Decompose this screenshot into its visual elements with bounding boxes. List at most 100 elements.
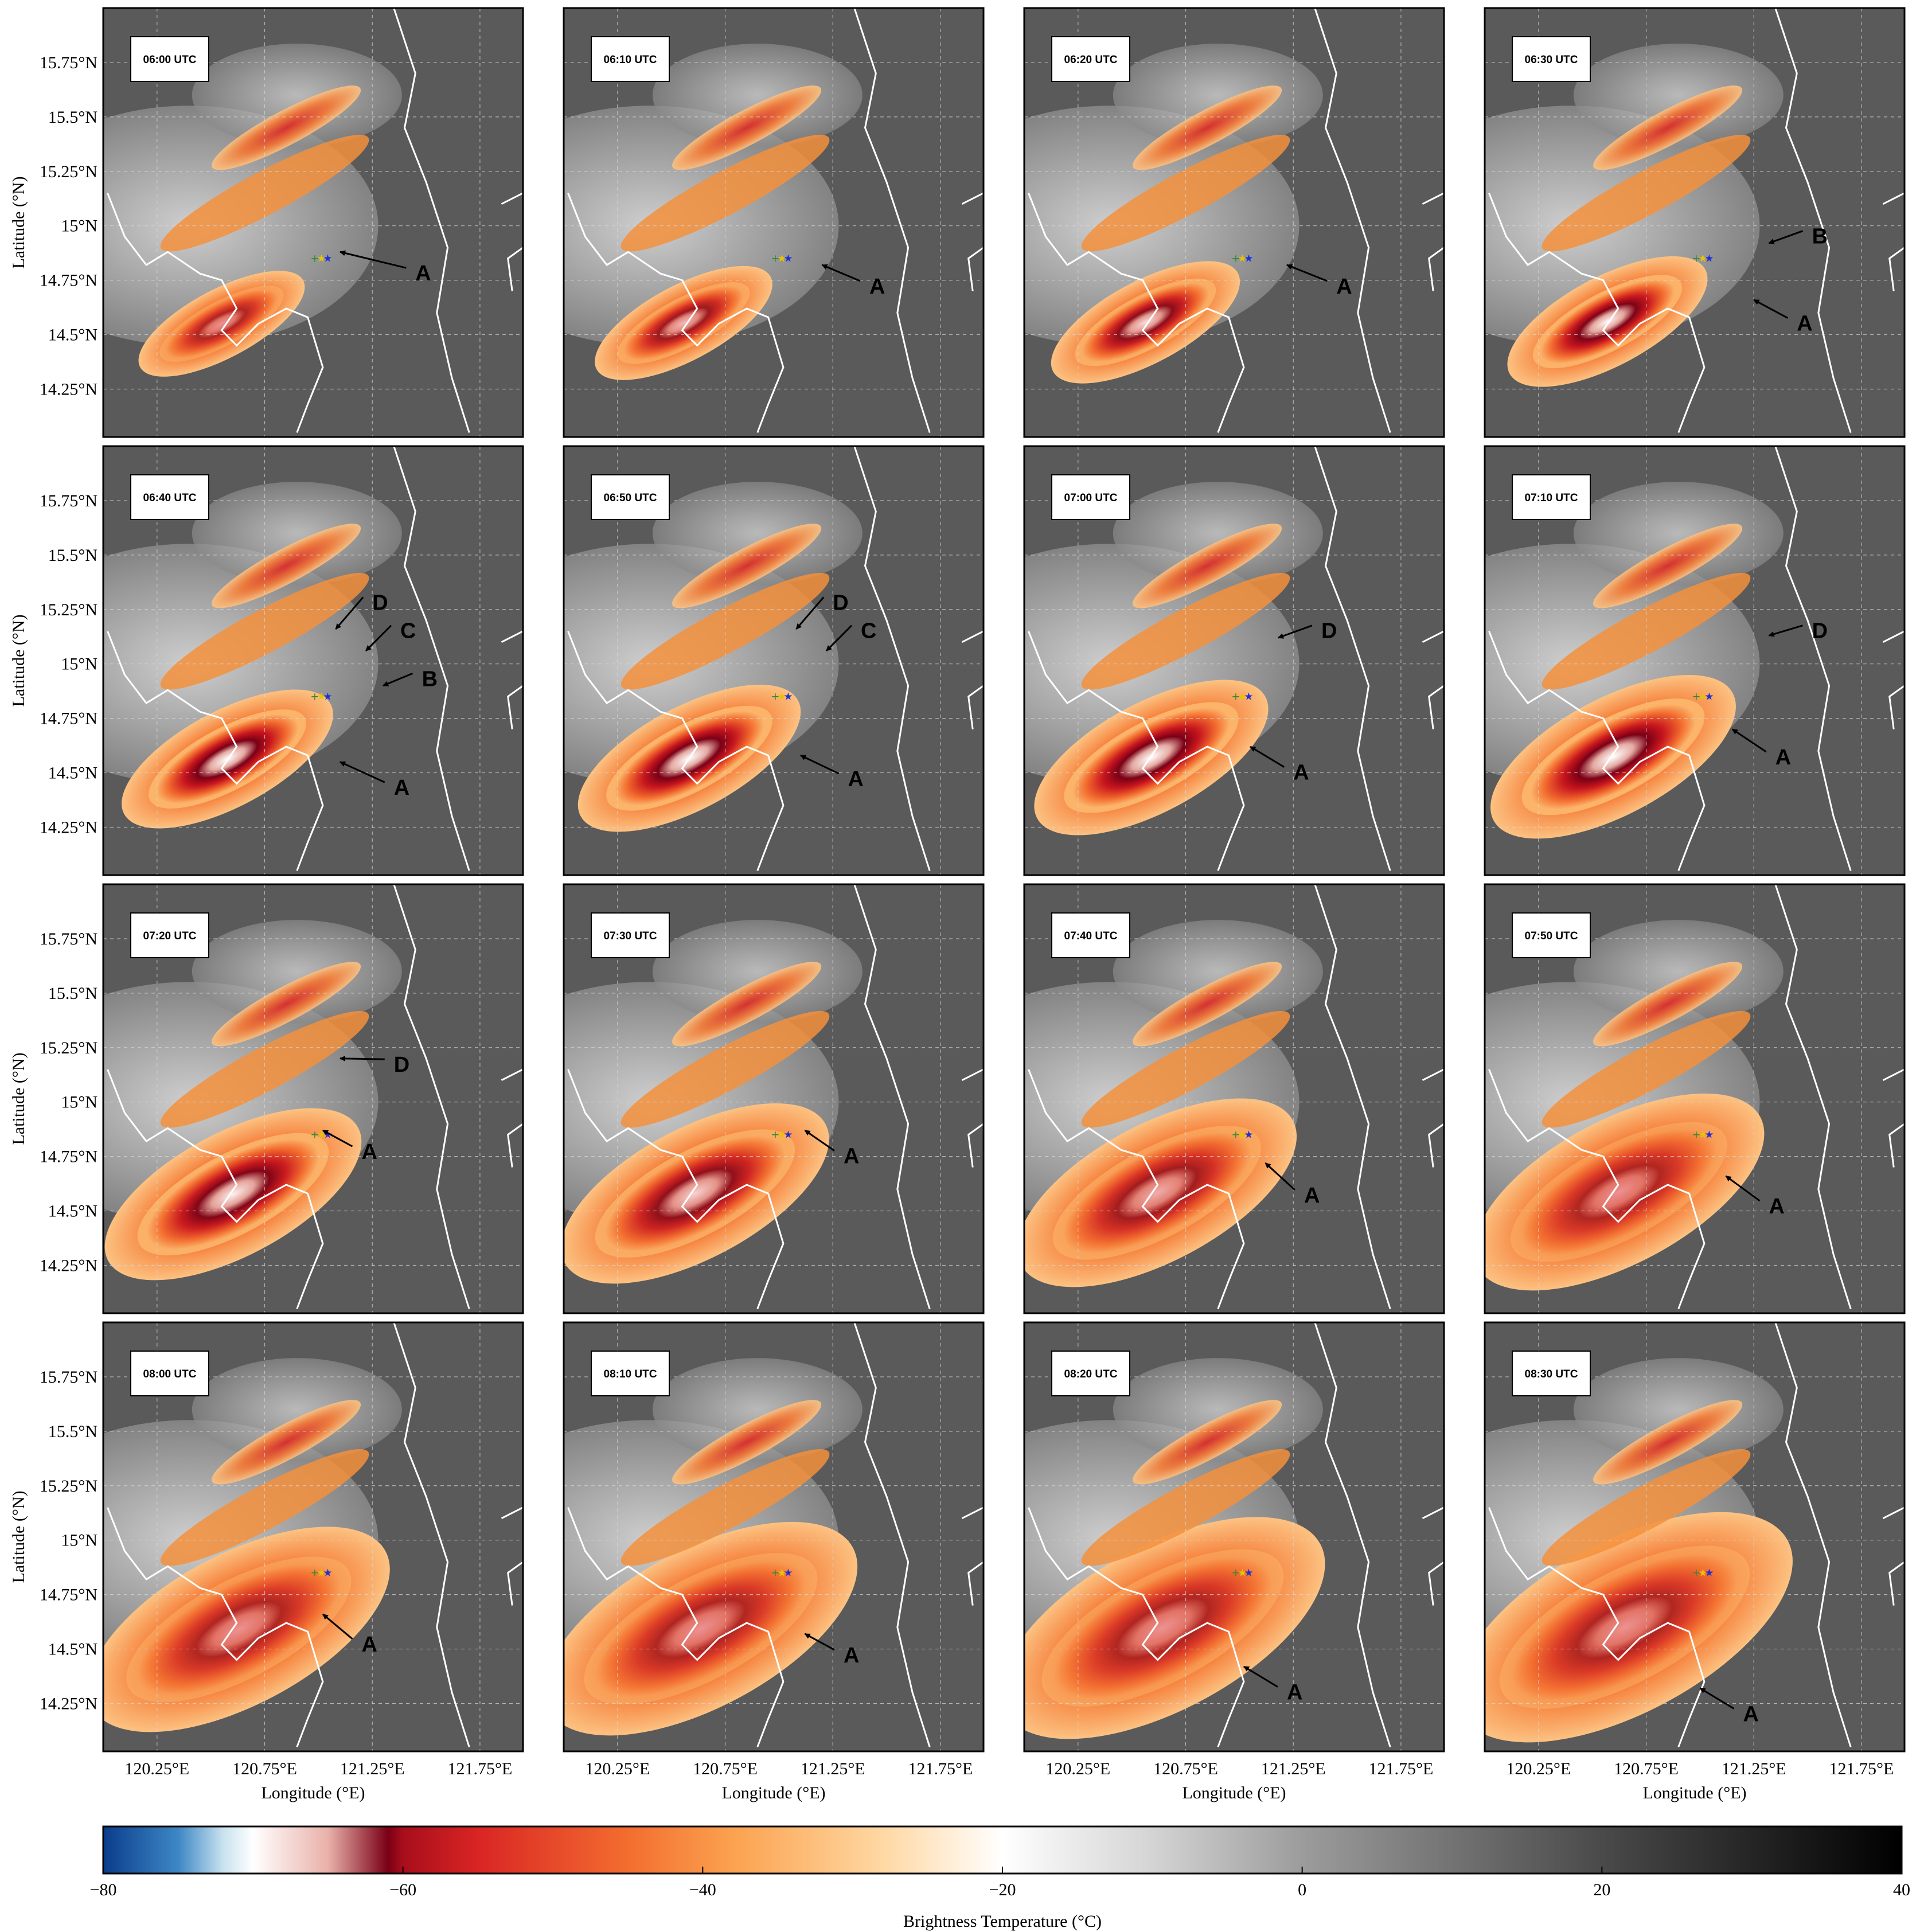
annotation-arrow [339, 250, 407, 269]
convective-band [212, 524, 361, 608]
station-marker: ★ [1244, 253, 1253, 265]
annotation-arrow [1753, 299, 1789, 319]
annotation-label: A [394, 776, 409, 800]
time-label-box [1051, 912, 1130, 958]
time-label-box [130, 36, 209, 82]
coastline [853, 8, 931, 433]
convective-band [672, 85, 822, 170]
station-marker: ★ [1698, 691, 1707, 703]
station-marker: ★ [1238, 691, 1247, 703]
lat-tick-label: 15.25°N [40, 600, 97, 619]
annotation-label: D [394, 1053, 409, 1077]
annotation-arrow [365, 625, 392, 651]
annotation-arrow [800, 754, 840, 775]
time-label: 06:40 UTC [143, 492, 197, 504]
lat-tick-label: 15.5°N [48, 984, 97, 1003]
convective-band [160, 1449, 369, 1566]
lon-tick-label: 121.75°E [1369, 1759, 1434, 1778]
convective-band [1593, 1400, 1743, 1485]
lat-tick-label: 14.5°N [48, 1202, 97, 1221]
annotation-label: A [1336, 275, 1352, 299]
convective-band [160, 135, 369, 252]
coastline [1028, 1507, 1245, 1747]
panel-frame [102, 883, 524, 1314]
station-marker: + [1692, 691, 1700, 703]
station-marker: + [310, 253, 319, 265]
time-label-box [591, 36, 670, 82]
convective-band [1542, 135, 1751, 252]
time-label-box [130, 474, 209, 520]
lat-tick-label: 15°N [61, 217, 97, 236]
station-marker: ★ [1244, 1129, 1253, 1141]
x-axis-title: Longitude (°E) [721, 1783, 825, 1802]
coastline [1422, 630, 1444, 729]
map-field: +★★ [1024, 884, 1444, 1313]
coastline [1882, 630, 1905, 729]
lon-tick-label: 120.25°E [585, 1759, 650, 1778]
time-label-box [1051, 36, 1130, 82]
x-axis-title: Longitude (°E) [261, 1783, 365, 1802]
convective-band [1542, 573, 1751, 690]
map-field: +★★ [1024, 1322, 1444, 1751]
annotation-arrow [804, 1633, 835, 1651]
station-marker: ★ [1238, 1567, 1247, 1579]
time-label: 07:10 UTC [1525, 492, 1578, 504]
y-axis-title: Latitude (°N) [9, 614, 28, 707]
colorbar-tick-label: 20 [1593, 1880, 1610, 1899]
lon-tick-label: 120.75°E [1153, 1759, 1218, 1778]
station-marker: + [1231, 1567, 1240, 1579]
coastline [961, 192, 984, 291]
map-field: +★★ [1024, 446, 1444, 875]
annotation-label: B [422, 667, 438, 691]
station-marker: ★ [777, 691, 786, 703]
coastline [107, 193, 324, 433]
colorbar-tick-label: −20 [989, 1880, 1016, 1899]
lon-tick-label: 120.25°E [1506, 1759, 1571, 1778]
map-field: +★★ [1485, 446, 1905, 875]
panel-frame [1023, 883, 1445, 1314]
map-panel: +★★07:20 UTCDA14.25°N14.5°N14.75°N15°N15… [9, 883, 524, 1314]
convective-band [1081, 135, 1290, 252]
y-axis-title: Latitude (°N) [9, 176, 28, 268]
annotation-arrow [1243, 1665, 1278, 1688]
station-marker: + [310, 1567, 319, 1579]
time-label: 06:00 UTC [143, 54, 197, 66]
panel-frame [102, 7, 524, 438]
annotation-label: A [1287, 1680, 1302, 1704]
station-marker: ★ [317, 253, 326, 265]
station-marker: + [1692, 1567, 1700, 1579]
coastline [1488, 1069, 1706, 1309]
time-label: 08:00 UTC [143, 1368, 197, 1380]
storm-core [1075, 278, 1216, 366]
colorbar-tick-label: 40 [1893, 1880, 1910, 1899]
y-axis-title: Latitude (°N) [9, 1052, 28, 1145]
coastline [853, 446, 931, 871]
map-field: +★★ [564, 446, 984, 875]
station-marker: ★ [1704, 1129, 1714, 1141]
station-marker: + [771, 253, 779, 265]
coastline [1774, 446, 1852, 871]
storm-core [1521, 698, 1705, 815]
time-label: 07:50 UTC [1525, 930, 1578, 942]
coastline [501, 1506, 523, 1606]
lat-tick-label: 14.25°N [40, 818, 97, 837]
station-marker: ★ [1704, 691, 1714, 703]
lat-tick-label: 15°N [61, 655, 97, 674]
time-label: 08:20 UTC [1064, 1368, 1118, 1380]
station-marker: ★ [1238, 253, 1247, 265]
annotation-arrow [1699, 1687, 1735, 1709]
annotation-arrow [322, 1129, 353, 1148]
station-marker: + [1692, 253, 1700, 265]
coastline [1882, 1506, 1905, 1606]
time-label-box [130, 1351, 209, 1396]
convective-band [160, 1011, 369, 1128]
station-marker: + [771, 1129, 779, 1141]
lat-tick-label: 15.25°N [40, 1039, 97, 1057]
panel-frame [1023, 7, 1445, 438]
annotation-label: D [1321, 619, 1337, 643]
station-marker: ★ [323, 253, 332, 265]
storm-core [1064, 702, 1239, 813]
coastline [1774, 884, 1852, 1309]
